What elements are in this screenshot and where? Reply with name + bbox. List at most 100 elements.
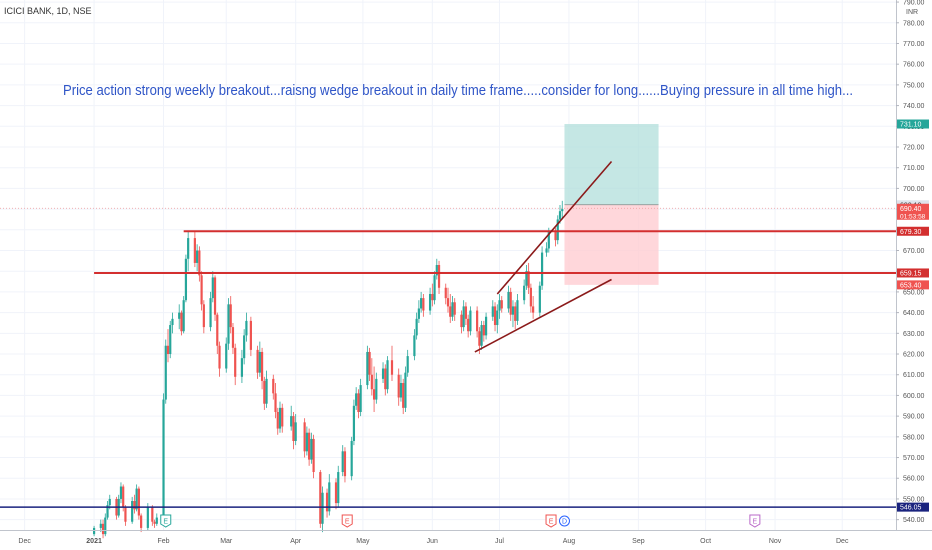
candle-body [198,250,201,276]
y-tick-label: 710.00 [903,165,925,172]
candle [446,287,450,313]
candle-body [413,335,416,357]
y-tick-label: 760.00 [903,62,925,69]
candle [381,362,385,384]
candle-body [227,304,230,344]
candle-body [491,306,494,317]
y-tick-label: 740.00 [903,103,925,110]
resistance-price-tag-text: 679.30 [900,229,922,236]
candle [249,316,252,357]
y-tick-label: 650.00 [903,289,925,296]
event-label: D [562,519,567,526]
event-marker[interactable]: E [341,514,353,528]
candle-body [496,310,499,326]
event-marker[interactable]: E [545,514,557,528]
candle-body [420,298,423,309]
candle-body [352,405,356,441]
event-label: E [345,519,350,526]
candle-body [263,380,266,404]
candle [294,414,297,446]
candle-body [240,358,244,377]
candle [386,356,389,394]
candle [325,488,329,518]
candle-body [146,507,149,528]
candle [211,271,214,303]
candle-body [538,285,541,313]
candle-body [404,372,407,408]
candle [343,447,347,483]
candle-body [507,291,510,309]
candle-body [341,451,344,473]
candle [209,291,212,332]
candle [178,304,181,330]
candle [433,271,436,305]
candle [428,287,432,315]
candle-body [464,306,468,319]
candle [496,304,499,334]
blue-line-price-tag: 546.05 [897,502,929,512]
dividend-icon [558,515,570,527]
y-tick-label: 670.00 [903,248,925,255]
candle-body [308,432,311,460]
wedge-upper-line [496,160,613,295]
candle [435,258,438,280]
candle-body [218,345,221,369]
candle [133,494,136,514]
candle-body [108,498,111,506]
candle-body [213,277,217,315]
time-axis[interactable]: Dec 2021 Feb Mar Apr May Jun Jul Aug Sep Oct Nov Dec [18,538,849,545]
candle [556,215,559,245]
event-marker[interactable]: E [160,514,172,528]
candle-body [258,351,261,373]
candle [182,296,185,334]
candle [115,496,118,520]
candle-body [480,325,483,346]
candle [491,300,494,321]
candle-body [106,505,109,518]
candle [245,312,248,342]
candle [278,401,282,433]
candle-body [561,209,564,212]
candle-body [516,300,519,321]
candle-body [169,325,172,355]
candle [151,505,154,526]
candle-body [428,293,432,311]
event-marker[interactable]: E [749,514,761,528]
candle-body [202,304,205,328]
candle-body [453,302,456,315]
event-label: E [163,519,168,526]
candle-body [92,527,96,535]
candle-body [137,488,140,516]
candle [240,349,244,384]
candle-body [290,416,293,427]
chart-grid [0,0,896,530]
candle-body [372,389,376,400]
candle-body [399,383,403,398]
event-marker[interactable]: D [558,515,570,527]
candle-body [325,492,329,512]
candle [260,347,264,390]
candle [464,302,468,326]
target-price-tag: 731.10 [897,119,929,129]
candle-body [390,360,394,375]
blue-line-price-tag-bg [897,502,929,512]
candle [171,312,174,334]
candle [525,265,528,290]
candle [272,374,275,400]
horizontal-levels [0,230,896,508]
candle [312,434,315,479]
candle [274,383,277,419]
candle-body [124,507,127,522]
candle [422,293,425,317]
x-tick-label: Oct [700,538,711,545]
candle-body [182,300,185,332]
x-tick-label: Apr [290,538,302,545]
target-price-tag-text: 731.10 [900,122,922,129]
candle [290,405,293,431]
candle-body [493,306,497,326]
price-axis[interactable]: 540.00 550.00 560.00 570.00 580.00 590.00 600.… [896,0,925,524]
candle-body [256,349,259,373]
candle-body [209,298,212,328]
candle [193,231,196,268]
